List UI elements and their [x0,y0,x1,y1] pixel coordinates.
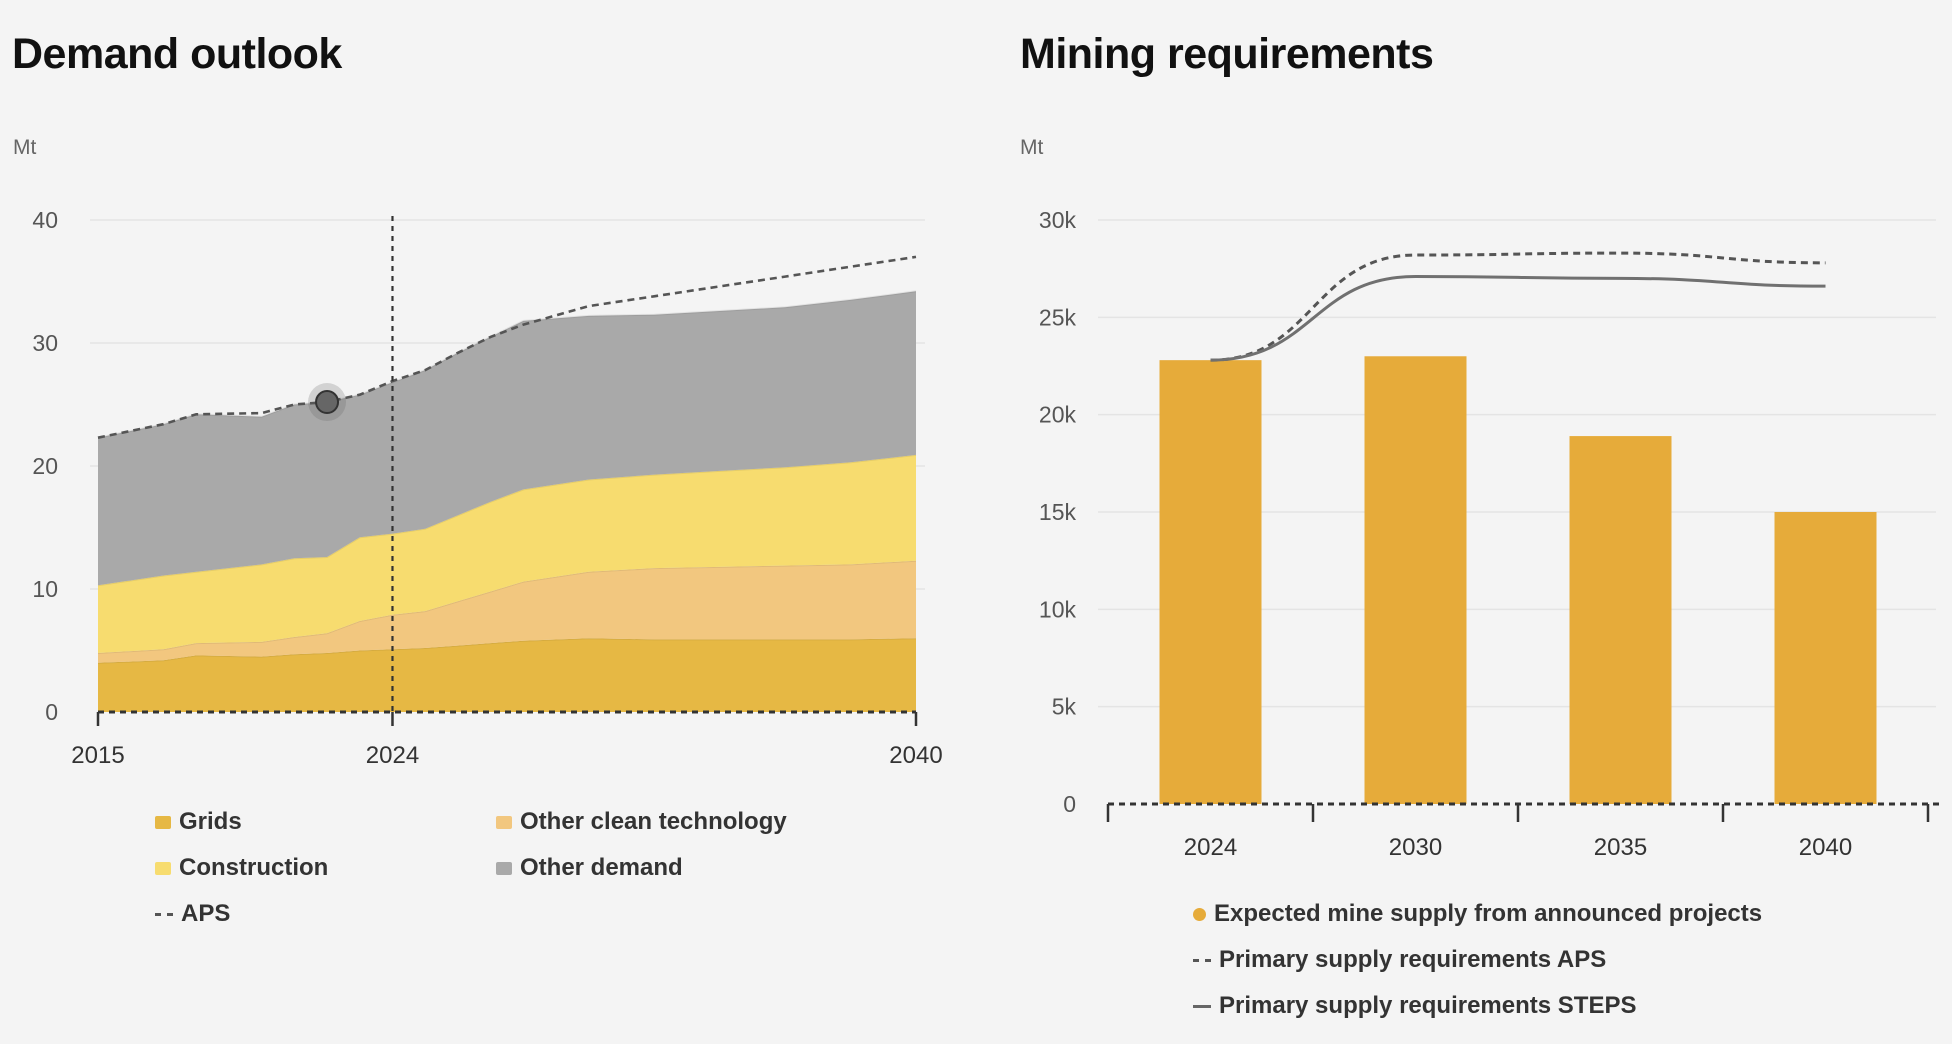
y-tick-label: 25k [1039,304,1077,330]
legend-label: Other demand [520,854,683,881]
legend-label: Grids [179,808,242,835]
demand-outlook-title: Demand outlook [12,30,342,78]
mining-requirements-chart: Mt 0 5k 10k 15k 20k 25k 30k 2024 2030 2035 2040 [1020,136,1940,861]
legend-item-steps: Primary supply requirements STEPS [1193,992,1636,1020]
legend-swatch [1193,908,1206,922]
demand-outlook-chart: Mt 0 10 20 30 40 2015 2024 2040 [13,136,943,769]
bar-2024 [1159,360,1262,804]
area-other-clean-technology [98,560,916,663]
legend-swatch [155,862,171,876]
legend-label: Construction [179,854,329,881]
legend-swatch [496,862,512,876]
bar-2035 [1569,436,1672,804]
legend-label: APS [181,900,231,927]
legend-item-construction: Construction [155,854,328,882]
legend-label: Primary supply requirements STEPS [1219,992,1637,1019]
y-axis-unit-label: Mt [13,136,36,159]
area-top-edge [97,290,917,439]
y-tick-label: 10k [1039,596,1077,622]
bar-2040 [1774,512,1877,804]
legend-label: Primary supply requirements APS [1219,946,1607,973]
highlight-point [315,390,340,415]
legend-swatch [496,816,512,830]
x-tick-label: 2040 [889,742,942,769]
area-other-demand [98,291,916,586]
legend-swatch [1193,1005,1211,1009]
x-tick-label: 2024 [366,742,419,769]
x-tick-label: 2040 [1799,834,1852,861]
y-tick-label: 5k [1052,694,1077,720]
x-tick-label: 2024 [1184,834,1237,861]
y-tick-label: 20k [1039,402,1077,428]
y-tick-label: 15k [1039,499,1077,525]
legend-label: Expected mine supply from announced proj… [1214,900,1763,927]
steps-requirement-line [1210,274,1826,362]
area-construction [98,454,916,653]
mining-requirements-title: Mining requirements [1020,30,1434,78]
legend-label: Other clean technology [520,808,787,835]
legend-item-other-clean: Other clean technology [496,808,787,836]
y-tick-label: 0 [1063,791,1076,817]
mining-requirements-panel: Mining requirements Mt 0 5k 10k 15k 20k 25k 30k… [1010,0,1952,1044]
demand-outlook-panel: Demand outlook Mt 0 10 20 30 40 2015 2024 2040 G… [12,30,943,928]
y-tick-label: 20 [32,453,58,479]
area-grids [98,638,916,712]
legend-swatch [1193,959,1211,963]
legend-swatch [155,816,171,830]
y-tick-label: 10 [32,576,58,602]
x-tick-label: 2035 [1594,834,1647,861]
legend-item-other-demand: Other demand [496,854,683,882]
legend-swatch [155,913,173,917]
legend-item-aps: APS [155,900,230,928]
aps-requirement-line [1210,251,1826,362]
y-tick-label: 40 [32,207,58,233]
y-tick-label: 0 [45,699,58,725]
legend-item-grids: Grids [155,808,242,836]
bar-2030 [1364,356,1467,804]
x-tick-label: 2030 [1389,834,1442,861]
y-axis-unit-label: Mt [1020,136,1043,159]
legend-item-aps: Primary supply requirements APS [1193,946,1606,974]
y-tick-label: 30k [1039,207,1077,233]
legend-item-mine-supply: Expected mine supply from announced proj… [1193,900,1762,928]
x-tick-label: 2015 [71,742,124,769]
y-tick-label: 30 [32,330,58,356]
